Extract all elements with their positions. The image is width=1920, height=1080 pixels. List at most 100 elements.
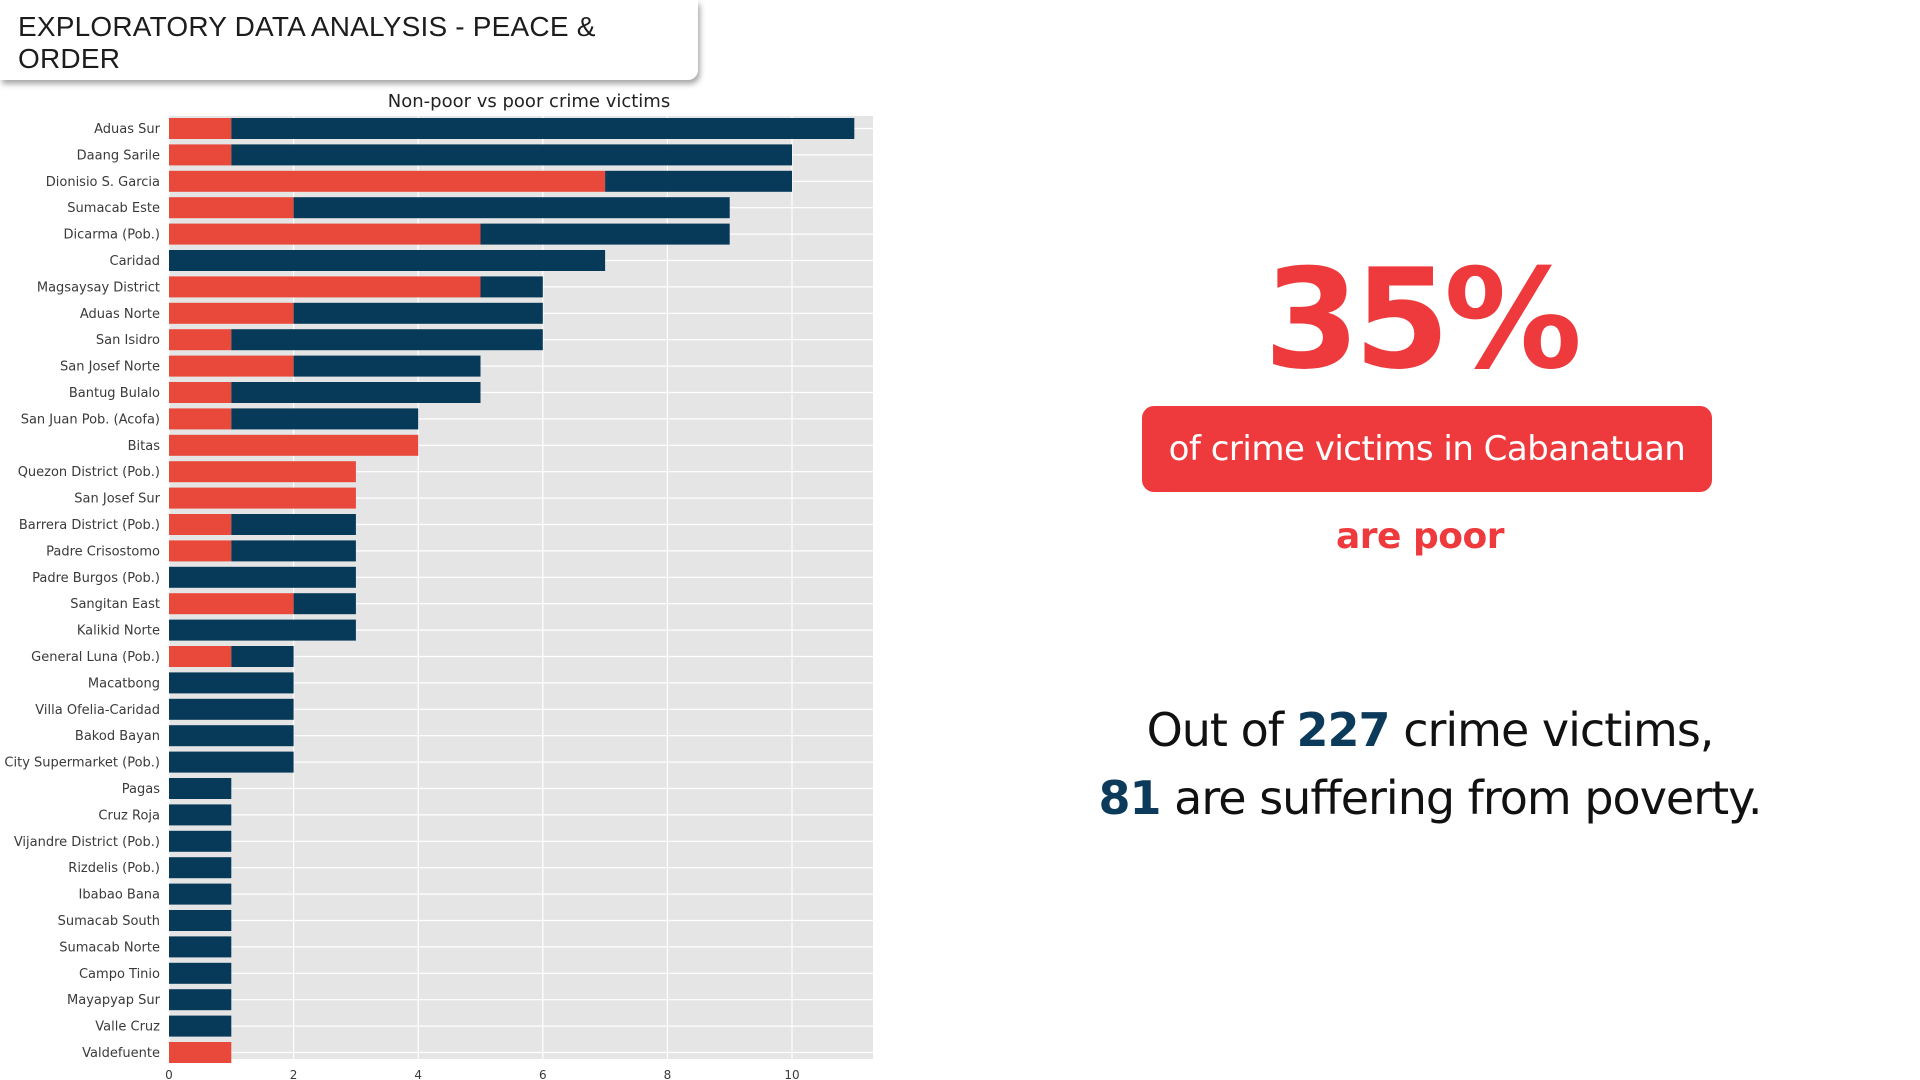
bar-non-poor-25 [169,751,294,773]
bar-non-poor-22 [169,672,294,694]
bar-poor-11 [169,382,232,403]
y-tick-label: Padre Burgos (Pob.) [32,571,160,586]
y-tick-label: Pagas [122,782,160,797]
y-tick-label: City Supermarket (Pob.) [4,756,160,771]
y-tick-label: Sumacab Norte [59,940,160,955]
y-tick-label: San Josef Sur [74,492,160,507]
bar-non-poor-23 [169,698,294,720]
y-tick-label: Ibabao Bana [79,888,160,903]
bar-non-poor-8 [293,302,543,324]
y-tick-label: Bantug Bulalo [69,386,160,401]
bar-non-poor-27 [169,804,232,826]
bar-non-poor-12 [231,408,419,430]
y-tick-label: Bakod Bayan [75,729,160,744]
y-tick-label: Aduas Norte [80,307,160,322]
y-tick-label: Barrera District (Pob.) [19,518,160,533]
y-tick-label: Valle Cruz [95,1020,160,1035]
y-tick-label: Daang Sarile [77,148,160,163]
bar-poor-19 [169,593,294,615]
y-tick-label: Mayapyap Sur [67,993,161,1008]
bar-poor-15 [169,487,356,509]
y-tick-label: San Josef Norte [60,360,160,375]
y-tick-label: Villa Ofelia-Caridad [35,703,160,718]
y-tick-label: Dionisio S. Garcia [46,175,160,190]
bar-non-poor-1 [231,118,855,139]
bar-non-poor-31 [169,910,232,931]
bar-poor-4 [169,197,294,219]
bar-poor-3 [169,170,606,192]
y-tick-label: Quezon District (Pob.) [18,465,160,480]
bar-non-poor-26 [169,778,232,799]
x-tick-label: 2 [290,1068,298,1080]
bar-non-poor-35 [169,1015,232,1037]
crime-victims-bar-chart: Non-poor vs poor crime victims Aduas Sur… [4,91,873,1080]
bar-poor-7 [169,276,481,298]
bar-poor-14 [169,461,356,483]
y-tick-label: Bitas [128,439,161,454]
bar-non-poor-4 [293,197,730,219]
x-tick-label: 8 [664,1068,672,1080]
y-tick-label: Macatbong [88,676,160,691]
bars [169,118,855,1063]
summary-text: Out of 227 crime victims, 81 are sufferi… [1090,696,1770,832]
y-tick-label: Caridad [110,254,160,269]
bar-non-poor-20 [169,619,356,641]
poor-victims-count: 81 [1098,771,1162,825]
bar-non-poor-6 [169,250,606,271]
bar-non-poor-29 [169,857,232,879]
bar-non-poor-3 [605,170,793,192]
y-tick-label: General Luna (Pob.) [31,650,160,665]
bar-non-poor-16 [231,514,356,535]
bar-poor-8 [169,302,294,324]
bar-non-poor-9 [231,329,543,351]
x-tick-label: 6 [539,1068,547,1080]
bar-poor-2 [169,144,232,166]
bar-non-poor-21 [231,646,294,667]
bar-poor-17 [169,540,232,562]
y-tick-label: Dicarma (Pob.) [64,228,160,243]
x-tick-label: 4 [414,1068,422,1080]
stat-pill: of crime victims in Cabanatuan [1142,406,1712,492]
y-tick-labels: Aduas Sur Daang Sarile Dionisio S. Garcia S… [4,122,160,1061]
bar-non-poor-11 [231,382,481,403]
x-tick-labels: 0 2 4 6 8 10 [165,1068,799,1080]
x-tick-label: 10 [784,1068,799,1080]
y-tick-label: Aduas Sur [94,122,161,137]
bar-non-poor-30 [169,883,232,905]
bar-non-poor-24 [169,725,294,747]
bar-non-poor-32 [169,936,232,958]
y-tick-label: Sumacab South [58,914,160,929]
bar-poor-5 [169,223,481,245]
bar-non-poor-19 [293,593,356,615]
y-tick-label: Valdefuente [82,1046,160,1061]
stat-pill-text: of crime victims in Cabanatuan [1168,429,1686,469]
y-tick-label: Magsaysay District [37,280,160,295]
bar-non-poor-2 [231,144,793,166]
y-tick-label: San Isidro [96,333,160,348]
y-tick-label: Kalikid Norte [77,624,160,639]
bar-poor-21 [169,646,232,667]
total-victims-count: 227 [1296,703,1391,757]
bar-non-poor-34 [169,989,232,1011]
bar-poor-13 [169,434,419,456]
summary-line1-post: crime victims, [1389,703,1714,757]
x-tick-label: 0 [165,1068,173,1080]
summary-line-1: Out of 227 crime victims, [1090,696,1770,764]
bar-poor-12 [169,408,232,430]
header-banner: EXPLORATORY DATA ANALYSIS - PEACE & ORDE… [0,0,698,80]
y-tick-label: Rizdelis (Pob.) [68,861,160,876]
summary-line1-pre: Out of [1146,703,1297,757]
bar-poor-1 [169,118,232,139]
bar-poor-10 [169,355,294,377]
bar-non-poor-33 [169,962,232,984]
chart-title: Non-poor vs poor crime victims [388,91,670,112]
y-tick-label: Campo Tinio [79,967,160,982]
bar-non-poor-18 [169,566,356,588]
bar-poor-9 [169,329,232,351]
page-title: EXPLORATORY DATA ANALYSIS - PEACE & ORDE… [18,11,596,74]
y-tick-label: Vijandre District (Pob.) [14,835,160,850]
bar-non-poor-5 [480,223,730,245]
bar-poor-36 [169,1042,232,1063]
bar-poor-16 [169,514,232,535]
y-tick-label: Sangitan East [70,597,160,612]
